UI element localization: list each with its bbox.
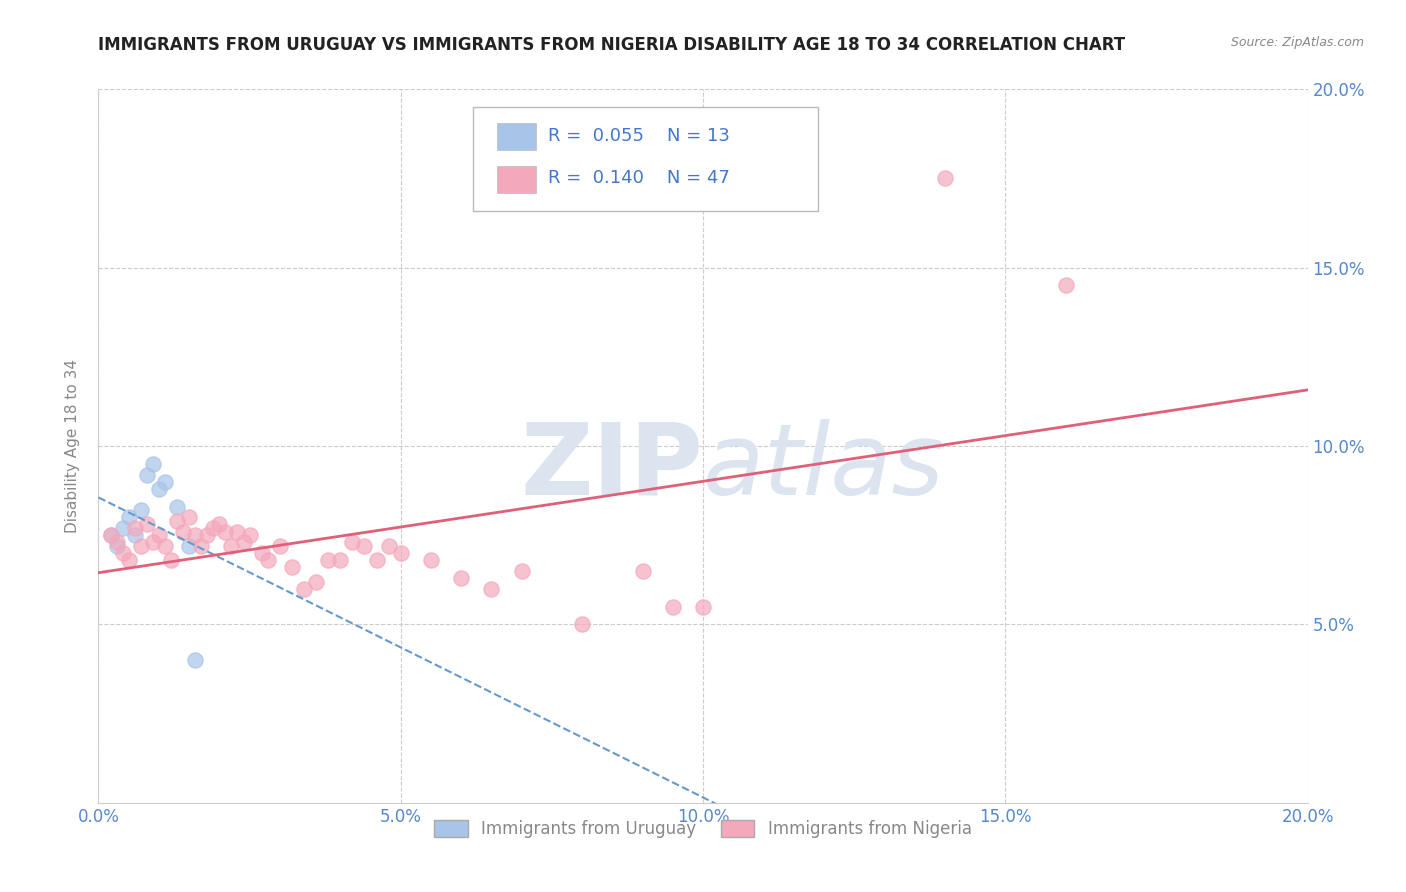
Point [195,528,218,542]
Point [148,482,170,496]
Point [153,539,176,553]
Point [135,467,157,482]
Text: R =  0.140    N = 47: R = 0.140 N = 47 [548,169,730,187]
Point [420,553,443,567]
Point [202,521,225,535]
Point [190,539,212,553]
Point [389,546,412,560]
Point [118,510,141,524]
Point [239,528,262,542]
Point [692,599,714,614]
Point [305,574,328,589]
Point [226,524,249,539]
Point [105,535,128,549]
Point [269,539,291,553]
Point [184,528,207,542]
Point [100,528,122,542]
Point [377,539,399,553]
Point [281,560,304,574]
Point [142,535,165,549]
Point [1054,278,1077,293]
Point [179,539,201,553]
Point [571,617,593,632]
Point [184,653,207,667]
Point [934,171,956,186]
Point [661,599,683,614]
Point [160,553,183,567]
Point [316,553,339,567]
Point [179,510,201,524]
Point [148,528,170,542]
Point [232,535,254,549]
Point [510,564,533,578]
Point [256,553,278,567]
Point [124,528,146,542]
Point [100,528,122,542]
Point [166,500,188,514]
Point [450,571,472,585]
Point [292,582,315,596]
Text: Source: ZipAtlas.com: Source: ZipAtlas.com [1230,36,1364,49]
Legend: Immigrants from Uruguay, Immigrants from Nigeria: Immigrants from Uruguay, Immigrants from… [427,813,979,845]
FancyBboxPatch shape [498,123,536,150]
FancyBboxPatch shape [498,166,536,193]
Point [135,517,157,532]
Point [221,539,243,553]
Point [118,553,141,567]
Point [129,503,152,517]
Point [631,564,654,578]
Point [214,524,236,539]
Point [208,517,231,532]
Point [129,539,152,553]
Point [111,546,134,560]
Point [153,475,176,489]
Point [172,524,194,539]
Text: IMMIGRANTS FROM URUGUAY VS IMMIGRANTS FROM NIGERIA DISABILITY AGE 18 TO 34 CORRE: IMMIGRANTS FROM URUGUAY VS IMMIGRANTS FR… [98,36,1126,54]
Y-axis label: Disability Age 18 to 34: Disability Age 18 to 34 [65,359,80,533]
Text: R =  0.055    N = 13: R = 0.055 N = 13 [548,127,730,145]
Point [142,457,165,471]
Point [250,546,273,560]
Point [481,582,503,596]
Point [111,521,134,535]
FancyBboxPatch shape [474,107,818,211]
Text: ZIP: ZIP [520,419,703,516]
Point [366,553,388,567]
Point [166,514,188,528]
Text: atlas: atlas [703,419,945,516]
Point [353,539,375,553]
Point [329,553,352,567]
Point [124,521,146,535]
Point [105,539,128,553]
Point [342,535,364,549]
